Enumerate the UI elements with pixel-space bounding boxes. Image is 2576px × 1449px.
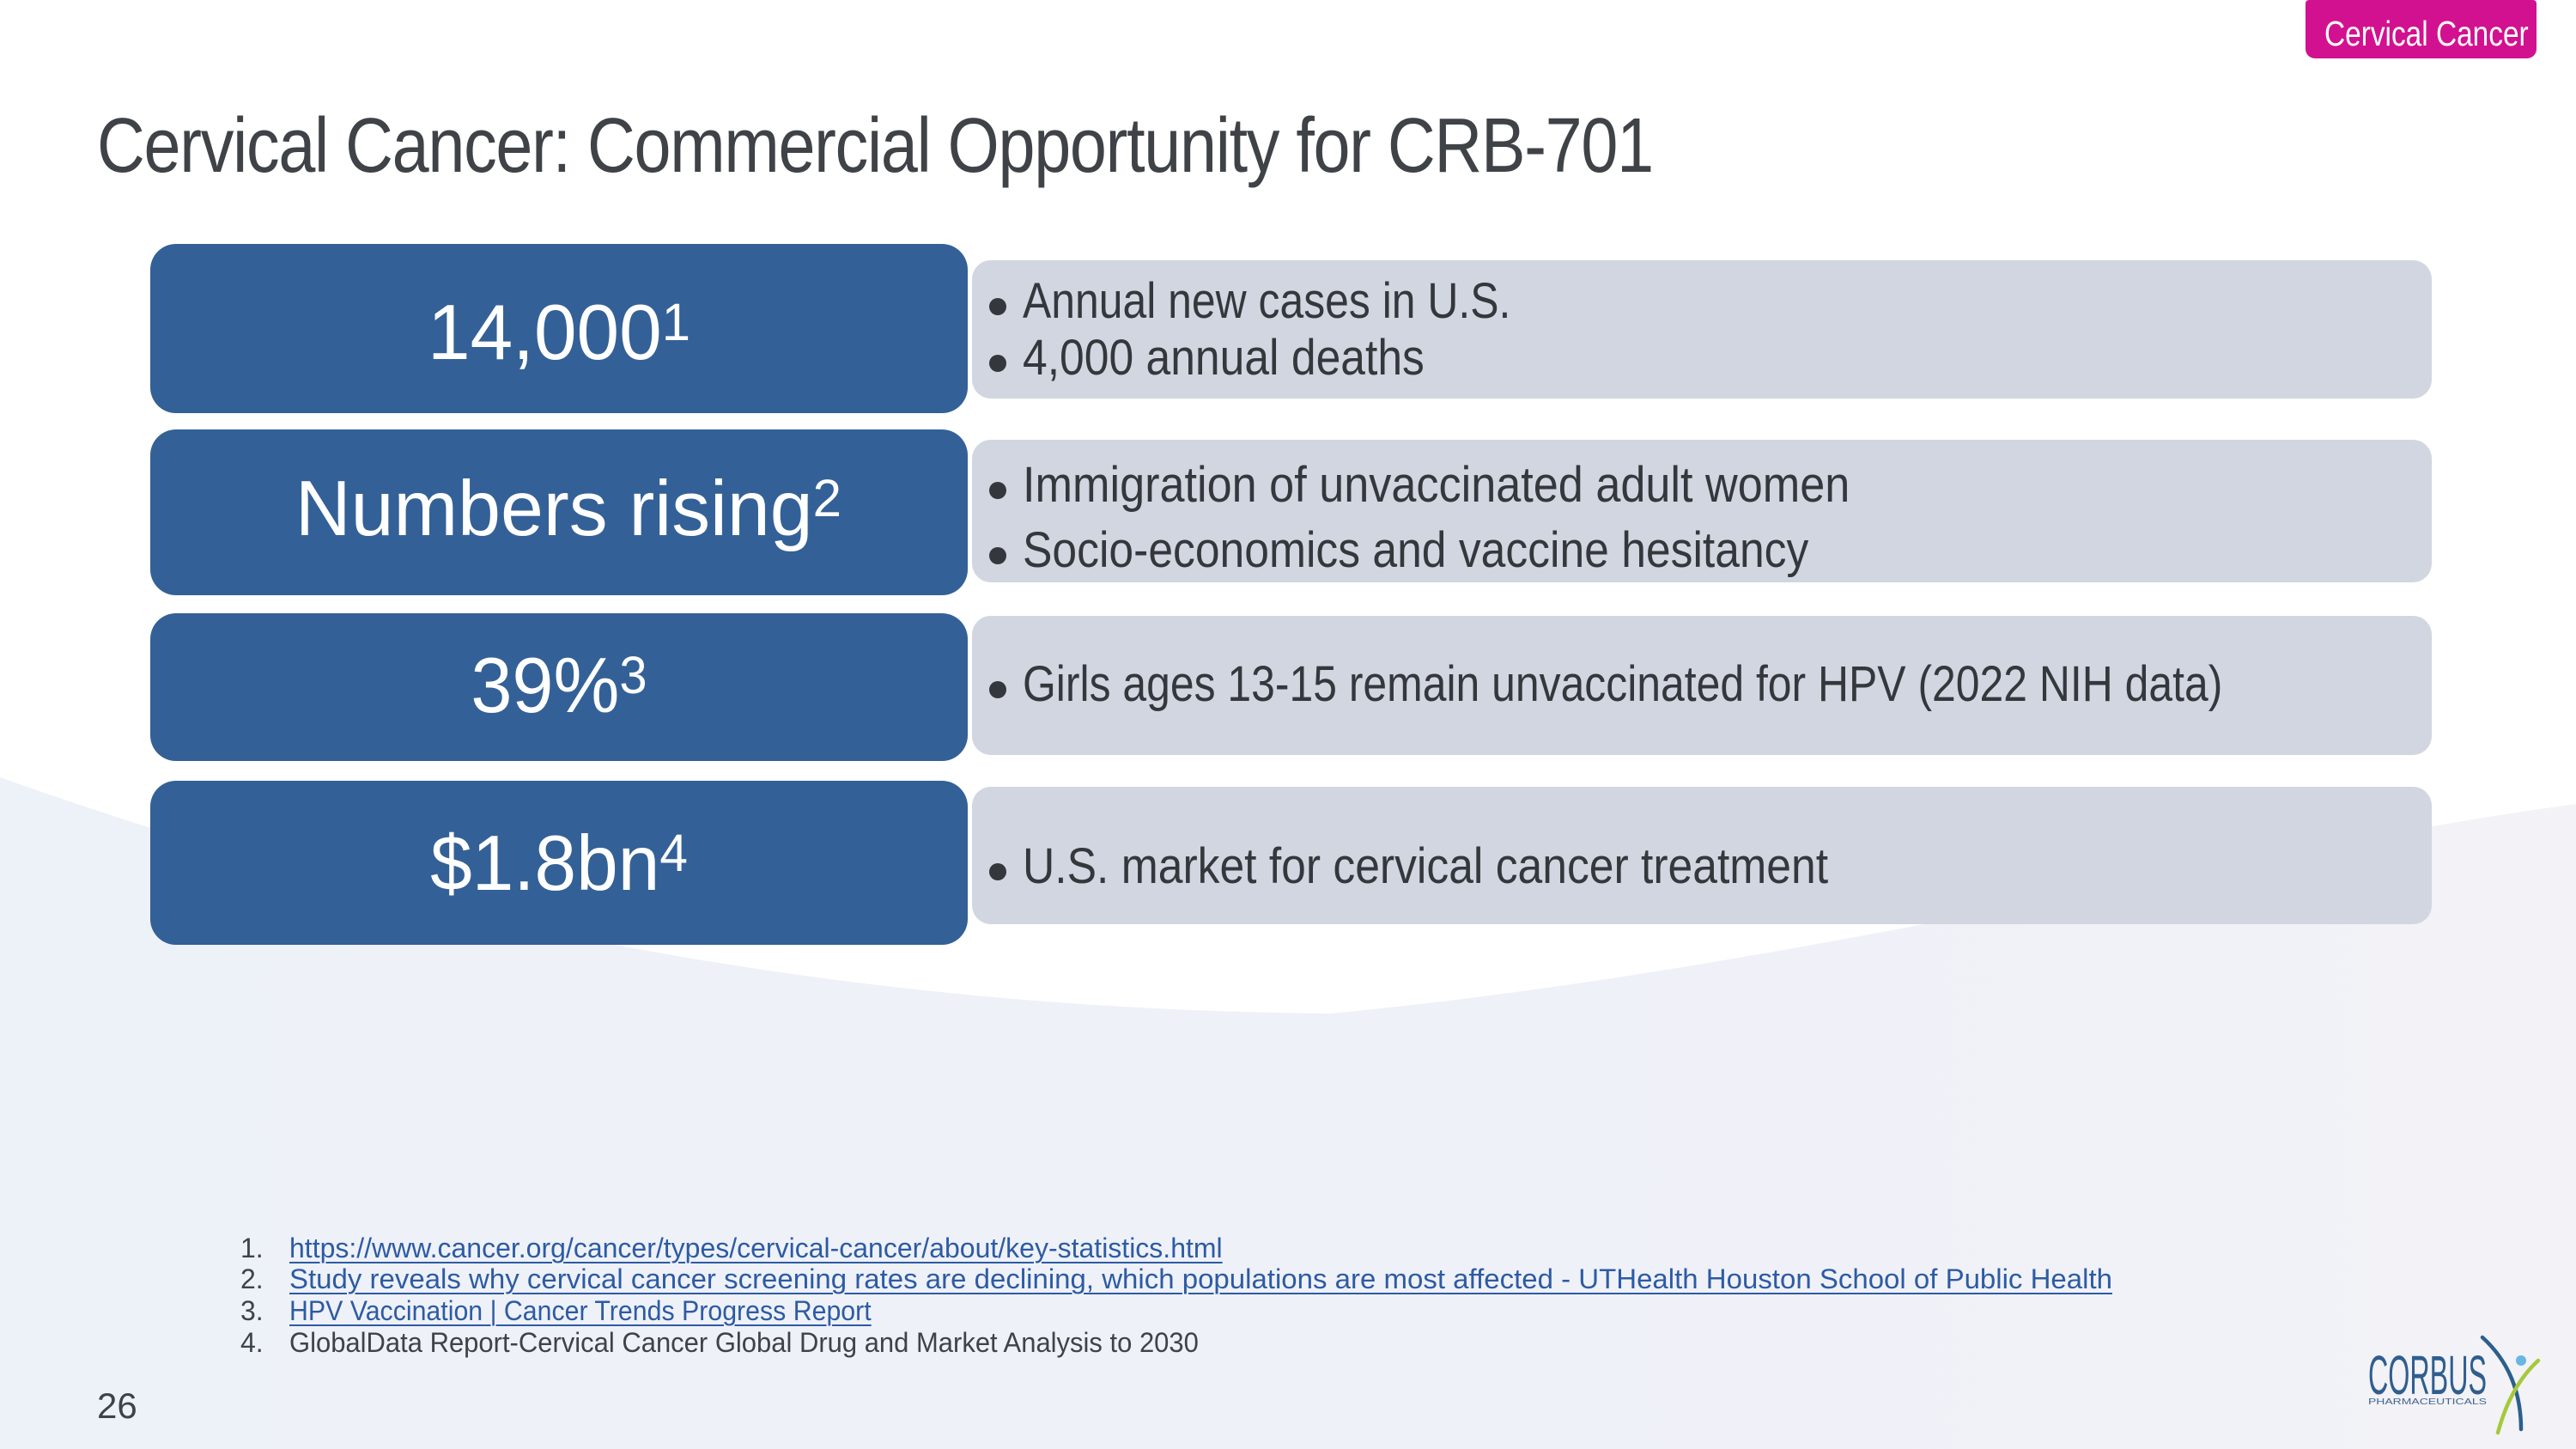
- svg-text:PHARMACEUTICALS: PHARMACEUTICALS: [2368, 1397, 2487, 1407]
- svg-text:CORBUS: CORBUS: [2368, 1344, 2487, 1406]
